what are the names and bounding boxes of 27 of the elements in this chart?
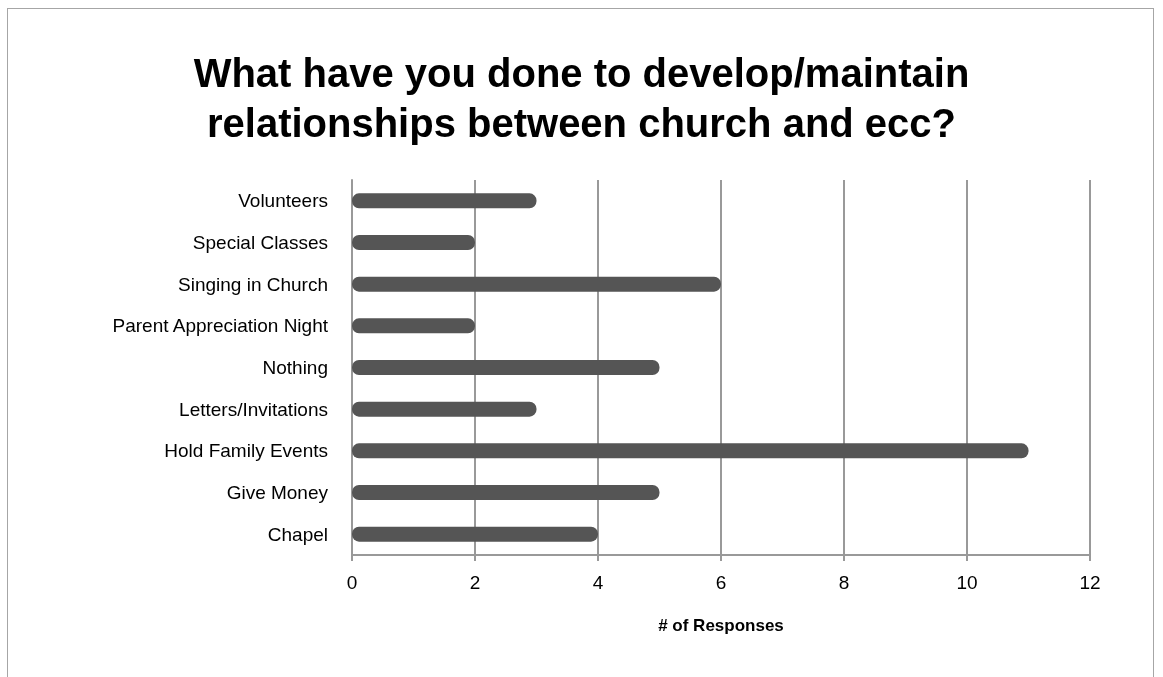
y-tick-label: Special Classes xyxy=(192,232,328,253)
bar xyxy=(352,485,660,500)
bar xyxy=(352,318,475,334)
bar xyxy=(352,443,1029,459)
x-tick-label: 0 xyxy=(346,572,358,593)
bar xyxy=(352,401,537,417)
x-tick-label: 6 xyxy=(715,572,727,593)
x-tick-label: 2 xyxy=(469,572,481,593)
x-tick-label: 4 xyxy=(592,572,604,593)
bar xyxy=(352,360,660,375)
bar xyxy=(352,276,721,292)
x-tick-label: 8 xyxy=(838,572,850,593)
y-tick-label: Nothing xyxy=(262,357,328,378)
y-tick-label: Give Money xyxy=(226,482,329,503)
y-tick-label: Parent Appreciation Night xyxy=(112,315,329,337)
x-axis-title: # of Responses xyxy=(658,616,784,635)
y-tick-label: Letters/Invitations xyxy=(179,398,328,420)
chart-title: What have you done to develop/maintain relationships between church and ecc? xyxy=(192,50,971,147)
y-tick-label: Chapel xyxy=(267,523,328,545)
x-tick-label: 12 xyxy=(1079,572,1101,593)
bar xyxy=(352,193,537,209)
bar xyxy=(352,526,598,542)
bar xyxy=(352,235,475,250)
y-tick-label: Hold Family Events xyxy=(164,440,328,462)
x-tick-label: 10 xyxy=(956,572,978,593)
y-tick-label: Singing in Church xyxy=(178,273,328,295)
y-tick-label: Volunteers xyxy=(238,190,328,212)
